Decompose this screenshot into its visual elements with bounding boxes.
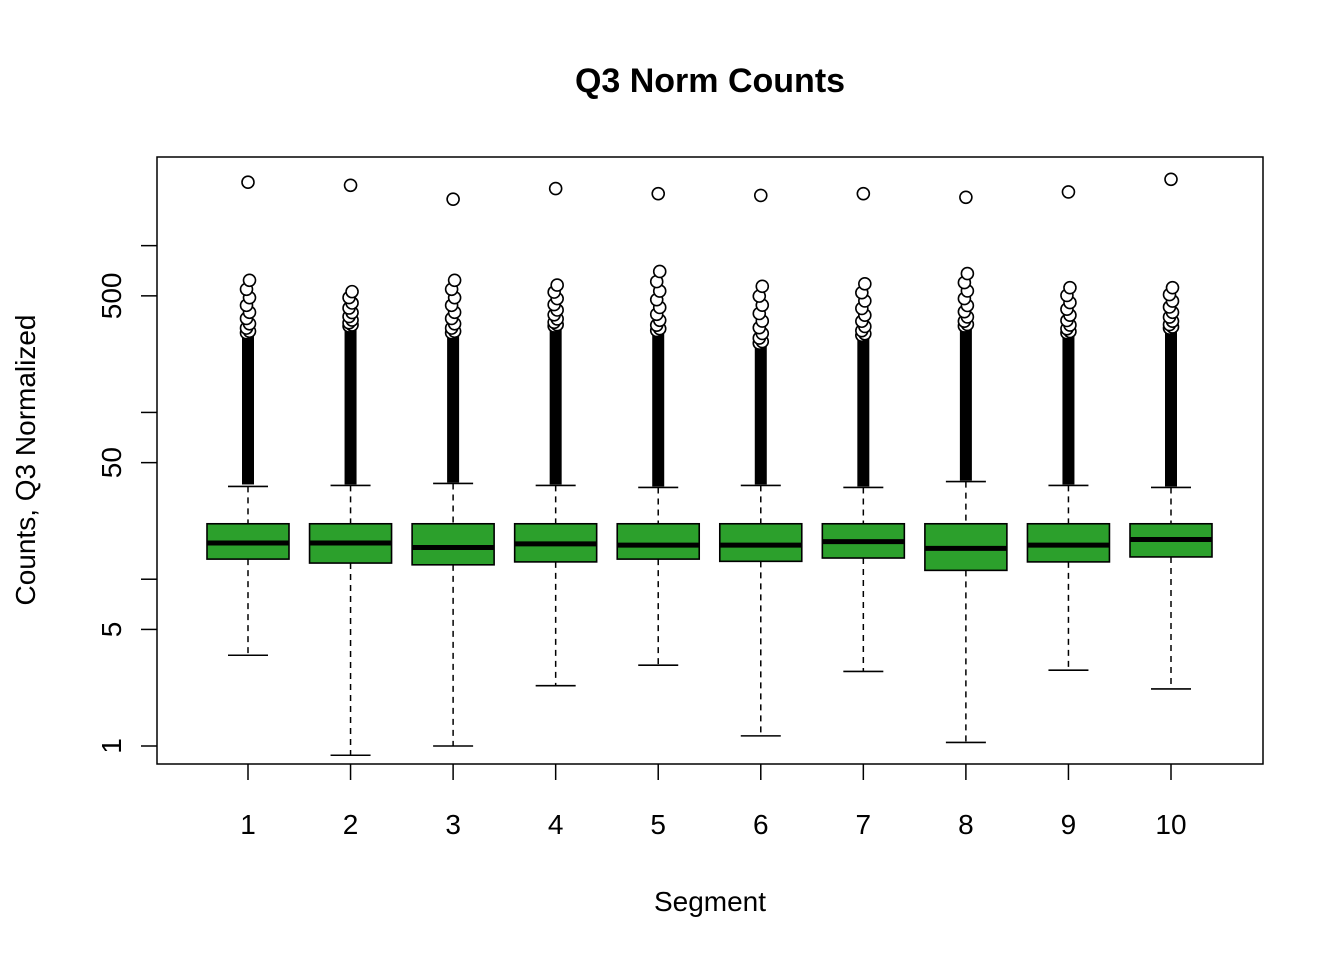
box-segment-5 (616, 186, 701, 667)
outlier-point (345, 284, 359, 299)
box-iqr (411, 522, 495, 566)
box-segment-1 (206, 175, 290, 657)
outlier-band (447, 332, 460, 483)
outlier-max-point (241, 175, 255, 190)
outlier-max-point (856, 186, 871, 201)
outlier-band (959, 325, 972, 481)
boxes-group (206, 172, 1213, 757)
box-segment-6 (718, 188, 803, 737)
box-segment-4 (513, 181, 598, 687)
outlier-point (858, 277, 872, 291)
x-tick-label-10: 10 (1155, 809, 1186, 840)
y-tick-label-50: 50 (96, 447, 127, 478)
outlier-max-point (959, 190, 973, 205)
outlier-band (549, 325, 562, 485)
outlier-point (755, 279, 770, 294)
outlier-point (652, 264, 667, 279)
y-tick-label-5: 5 (96, 622, 127, 638)
x-tick-label-7: 7 (856, 809, 872, 840)
outlier-band (652, 330, 665, 487)
box-segment-8 (924, 190, 1008, 744)
box-iqr (718, 522, 803, 563)
x-tick-label-8: 8 (958, 809, 974, 840)
x-tick-label-5: 5 (650, 809, 666, 840)
y-axis: 1 5 50 500 (96, 244, 157, 754)
y-tick-label-500: 500 (96, 272, 127, 319)
outlier-band (857, 335, 870, 487)
outlier-point (242, 273, 257, 288)
outlier-point (447, 273, 462, 288)
box-segment-2 (308, 178, 393, 757)
outlier-band (242, 332, 254, 485)
x-tick-label-3: 3 (445, 809, 461, 840)
outlier-max-point (1164, 172, 1178, 187)
x-axis-label: Segment (654, 886, 766, 917)
x-tick-label-6: 6 (753, 809, 769, 840)
outlier-point (1063, 280, 1077, 295)
box-segment-10 (1129, 172, 1213, 690)
box-segment-9 (1026, 185, 1111, 671)
x-axis: 1 2 3 4 5 6 7 8 9 10 (240, 764, 1187, 840)
outlier-max-point (343, 178, 358, 193)
box-segment-3 (411, 192, 495, 747)
plot-frame (156, 156, 1264, 765)
y-axis-label: Counts, Q3 Normalized (10, 314, 41, 605)
outlier-max-point (753, 188, 768, 203)
outlier-max-point (651, 186, 666, 201)
outlier-point (1165, 280, 1180, 295)
outlier-max-point (548, 181, 563, 196)
outlier-max-point (446, 192, 460, 206)
x-tick-label-4: 4 (548, 809, 564, 840)
x-tick-label-9: 9 (1061, 809, 1077, 840)
outlier-band (1062, 332, 1075, 485)
outlier-band (1165, 328, 1177, 487)
box-iqr (616, 522, 701, 560)
outlier-point (960, 266, 975, 281)
outlier-band (754, 343, 767, 485)
outlier-max-point (1061, 185, 1076, 199)
x-tick-label-1: 1 (240, 809, 256, 840)
outlier-point (550, 278, 564, 292)
box-segment-7 (821, 186, 906, 673)
x-tick-label-2: 2 (343, 809, 359, 840)
y-tick-label-1: 1 (96, 738, 127, 754)
chart-title: Q3 Norm Counts (575, 62, 845, 100)
outlier-band (344, 325, 357, 485)
